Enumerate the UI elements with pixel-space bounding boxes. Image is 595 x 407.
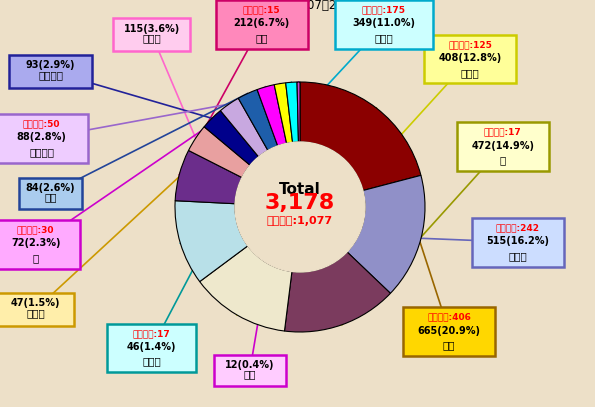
Text: 直腸術後: 直腸術後 (29, 147, 54, 157)
FancyBboxPatch shape (0, 220, 80, 269)
FancyBboxPatch shape (113, 18, 190, 51)
Wedge shape (175, 151, 242, 204)
Text: 先進医療:17: 先進医療:17 (133, 329, 171, 338)
Wedge shape (204, 111, 259, 165)
FancyBboxPatch shape (403, 307, 495, 356)
Text: 先進医療:50: 先進医療:50 (23, 119, 61, 128)
Text: 88(2.8%): 88(2.8%) (17, 132, 67, 142)
Text: 665(20.9%): 665(20.9%) (418, 326, 481, 336)
Text: 先進医療:17: 先進医療:17 (484, 127, 522, 136)
Text: 先進医療:406: 先進医療:406 (427, 313, 471, 322)
Text: 頭蓋底: 頭蓋底 (142, 357, 161, 367)
Wedge shape (347, 175, 425, 293)
Text: 中枢神経: 中枢神経 (38, 70, 63, 80)
Text: 先進医療:242: 先進医療:242 (496, 223, 540, 232)
Circle shape (235, 142, 365, 272)
Text: 頭頸部: 頭頸部 (461, 68, 480, 78)
Wedge shape (257, 85, 287, 146)
Text: 先進医療:125: 先進医療:125 (448, 40, 492, 49)
Text: 婦人科: 婦人科 (142, 33, 161, 44)
Wedge shape (284, 252, 390, 332)
Text: Total: Total (279, 182, 321, 197)
FancyBboxPatch shape (0, 293, 74, 326)
FancyBboxPatch shape (424, 35, 516, 83)
Text: 408(12.8%): 408(12.8%) (439, 53, 502, 63)
Text: 先進医療:15: 先進医療:15 (243, 5, 281, 14)
Text: 46(1.4%): 46(1.4%) (127, 342, 177, 352)
Text: (1994年6月～2007年2月27日): (1994年6月～2007年2月27日) (230, 0, 371, 12)
Text: 前立腺: 前立腺 (508, 251, 527, 261)
FancyBboxPatch shape (216, 0, 308, 49)
FancyBboxPatch shape (471, 218, 563, 267)
FancyBboxPatch shape (107, 324, 196, 372)
Text: 肺: 肺 (500, 155, 506, 165)
Text: 涙腺: 涙腺 (243, 369, 256, 379)
Text: 骨軟部: 骨軟部 (374, 33, 393, 43)
FancyBboxPatch shape (20, 178, 82, 208)
Wedge shape (189, 127, 250, 177)
Wedge shape (297, 82, 300, 142)
Text: 膵臓: 膵臓 (44, 192, 57, 202)
Text: 総合: 総合 (443, 340, 456, 350)
Text: 472(14.9%): 472(14.9%) (471, 140, 534, 151)
FancyBboxPatch shape (457, 122, 549, 171)
Text: 眼: 眼 (33, 253, 39, 263)
Text: 3,178: 3,178 (265, 193, 335, 213)
Text: 肝臓: 肝臓 (255, 33, 268, 43)
Text: 93(2.9%): 93(2.9%) (26, 60, 76, 70)
Text: 先進医療:1,077: 先進医療:1,077 (267, 216, 333, 226)
FancyBboxPatch shape (9, 55, 92, 88)
FancyBboxPatch shape (214, 355, 286, 386)
Wedge shape (220, 98, 268, 157)
Text: 12(0.4%): 12(0.4%) (225, 360, 275, 370)
Text: 消化管: 消化管 (26, 308, 45, 318)
Text: 先進医療:175: 先進医療:175 (362, 5, 406, 14)
Text: 115(3.6%): 115(3.6%) (124, 24, 180, 34)
Wedge shape (239, 90, 278, 151)
Text: 212(6.7%): 212(6.7%) (234, 18, 290, 28)
Text: 72(2.3%): 72(2.3%) (11, 238, 61, 248)
Text: 47(1.5%): 47(1.5%) (11, 298, 61, 309)
FancyBboxPatch shape (334, 0, 433, 49)
FancyBboxPatch shape (0, 114, 88, 163)
Wedge shape (200, 246, 292, 331)
Wedge shape (274, 83, 293, 143)
Text: 84(2.6%): 84(2.6%) (26, 183, 76, 193)
Text: 先進医療:30: 先進医療:30 (17, 225, 55, 234)
Text: 515(16.2%): 515(16.2%) (486, 236, 549, 246)
Wedge shape (286, 82, 299, 142)
Text: 349(11.0%): 349(11.0%) (352, 18, 415, 28)
Wedge shape (175, 201, 248, 282)
Wedge shape (300, 82, 421, 190)
